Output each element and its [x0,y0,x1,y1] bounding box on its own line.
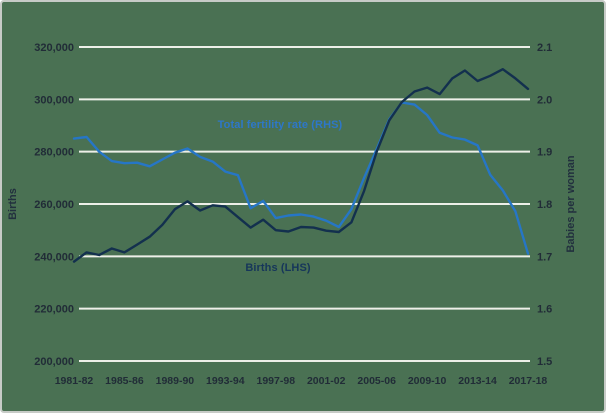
right-axis-tick-label: 1.5 [537,356,552,368]
left-axis-tick-label: 240,000 [34,251,74,263]
left-axis-tick-label: 320,000 [34,42,74,54]
right-axis-tick-label: 1.7 [537,251,552,263]
right-axis-tick-label: 1.6 [537,304,552,316]
births-line [72,67,530,263]
x-axis-tick-label: 1993-94 [206,375,245,387]
x-axis-tick-label: 2017-18 [509,375,548,387]
left-axis-title: Births [7,188,19,220]
x-axis-tick-label: 1985-86 [105,375,144,387]
left-axis-tick-label: 300,000 [34,94,74,106]
x-axis-tick-label: 2013-14 [458,375,497,387]
right-axis-tick-label: 1.8 [537,199,552,211]
left-axis-tick-label: 280,000 [34,147,74,159]
fertility-series-label: Total fertility rate (RHS) [217,119,343,131]
x-axis-tick-label: 1989-90 [156,375,195,387]
left-axis-tick-label: 220,000 [34,304,74,316]
x-axis-tick-label: 1997-98 [257,375,296,387]
left-axis-tick-label: 260,000 [34,199,74,211]
right-axis-tick-label: 1.9 [537,147,552,159]
x-axis-tick-label: 2001-02 [307,375,346,387]
births-series-label: Births (LHS) [245,262,311,274]
right-axis-title: Babies per woman [565,155,577,253]
x-axis-tick-label: 2009-10 [408,375,447,387]
left-axis-tick-label: 200,000 [34,356,74,368]
x-axis-tick-label: 1981-82 [55,375,94,387]
right-axis-tick-label: 2.0 [537,94,552,106]
right-axis-tick-label: 2.1 [537,42,552,54]
fertility-line [72,101,530,255]
x-axis-tick-label: 2005-06 [357,375,396,387]
